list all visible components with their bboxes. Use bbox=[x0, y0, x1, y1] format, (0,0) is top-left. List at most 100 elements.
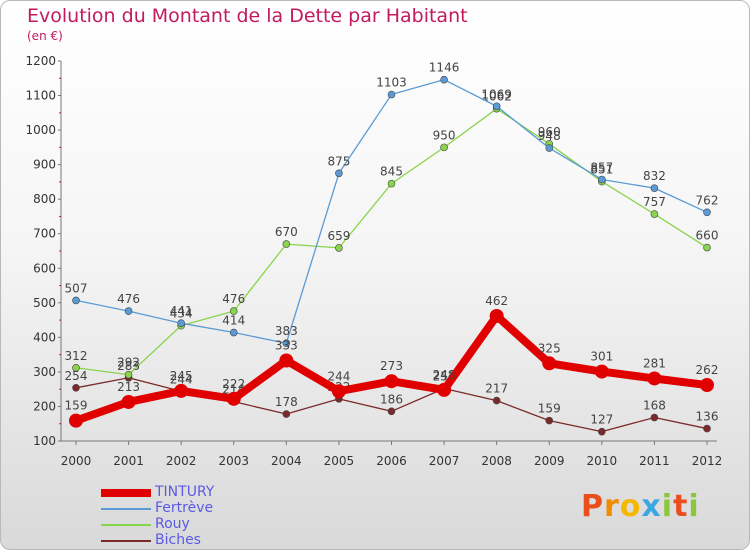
data-point bbox=[489, 308, 504, 323]
chart-subtitle: (en €) bbox=[27, 29, 63, 43]
data-point bbox=[545, 144, 554, 152]
legend: TINTURY Fertrève Rouy Biches bbox=[101, 484, 321, 549]
y-tick-label: 200 bbox=[33, 399, 56, 413]
logo-letter: t bbox=[673, 489, 689, 524]
data-point bbox=[387, 90, 396, 99]
data-label: 462 bbox=[485, 294, 508, 308]
data-label: 245 bbox=[170, 369, 193, 383]
y-tick-label: 1100 bbox=[25, 89, 56, 103]
data-label: 333 bbox=[275, 339, 298, 353]
x-tick-label: 2001 bbox=[113, 454, 144, 468]
data-point bbox=[282, 410, 291, 418]
y-tick-label: 700 bbox=[33, 227, 56, 241]
legend-label: Biches bbox=[155, 532, 201, 548]
data-point bbox=[387, 407, 396, 416]
y-tick-label: 800 bbox=[33, 192, 56, 206]
logo-letter: x bbox=[641, 489, 662, 524]
data-point bbox=[650, 413, 659, 422]
data-point bbox=[282, 240, 291, 248]
data-point bbox=[440, 143, 448, 152]
data-point bbox=[492, 102, 501, 111]
data-label: 441 bbox=[170, 304, 193, 318]
data-label: 159 bbox=[538, 402, 561, 416]
x-tick-label: 2012 bbox=[692, 454, 723, 468]
legend-item-tintury: TINTURY bbox=[101, 484, 321, 501]
legend-swatch bbox=[101, 508, 151, 510]
data-label: 1062 bbox=[481, 90, 512, 104]
data-label: 254 bbox=[65, 369, 88, 383]
data-point bbox=[387, 179, 396, 188]
data-point bbox=[703, 424, 711, 433]
y-tick-label: 100 bbox=[33, 434, 56, 448]
data-point bbox=[335, 169, 343, 178]
data-label: 948 bbox=[538, 129, 561, 143]
series-line bbox=[75, 108, 708, 376]
legend-item-rouy: Rouy bbox=[101, 516, 321, 533]
data-label: 414 bbox=[222, 314, 245, 328]
legend-item-biches: Biches bbox=[101, 532, 321, 549]
x-tick-label: 2008 bbox=[481, 454, 512, 468]
x-tick-label: 2010 bbox=[587, 454, 618, 468]
data-label: 960 bbox=[538, 125, 561, 139]
logo-letter: P bbox=[581, 489, 604, 524]
data-label: 281 bbox=[643, 356, 666, 370]
data-label: 248 bbox=[433, 368, 456, 382]
data-point bbox=[650, 184, 659, 192]
logo-letter: r bbox=[604, 489, 620, 524]
data-point bbox=[331, 384, 346, 399]
data-point bbox=[650, 210, 659, 218]
data-label: 670 bbox=[275, 225, 298, 239]
data-label: 1103 bbox=[376, 76, 407, 90]
data-point bbox=[647, 371, 662, 386]
data-point bbox=[700, 378, 714, 393]
data-point bbox=[594, 364, 609, 379]
chart-title: Evolution du Montant de la Dette par Hab… bbox=[27, 5, 468, 27]
data-point bbox=[177, 319, 185, 328]
data-label: 851 bbox=[590, 163, 613, 177]
data-point bbox=[72, 363, 80, 372]
data-point bbox=[335, 244, 343, 252]
data-point bbox=[124, 307, 133, 315]
data-point bbox=[437, 382, 452, 397]
x-tick-label: 2011 bbox=[639, 454, 670, 468]
data-label: 1146 bbox=[429, 61, 460, 75]
data-point bbox=[542, 356, 557, 371]
data-point bbox=[72, 383, 80, 392]
x-tick-label: 2006 bbox=[376, 454, 407, 468]
logo-letter: i bbox=[688, 489, 700, 524]
data-point bbox=[229, 307, 238, 315]
data-label: 857 bbox=[590, 160, 613, 174]
x-tick-label: 2004 bbox=[271, 454, 302, 468]
data-point bbox=[226, 391, 241, 406]
x-tick-label: 2002 bbox=[166, 454, 197, 468]
proxiti-logo: Proxiti bbox=[581, 489, 700, 524]
data-label: 660 bbox=[696, 229, 719, 243]
y-tick-label: 1000 bbox=[25, 123, 56, 137]
data-label: 168 bbox=[643, 399, 666, 413]
data-label: 213 bbox=[117, 380, 140, 394]
data-point bbox=[121, 394, 136, 409]
legend-label: Fertrève bbox=[155, 500, 214, 516]
x-tick-label: 2007 bbox=[429, 454, 460, 468]
data-label: 845 bbox=[380, 165, 403, 179]
data-label: 217 bbox=[485, 382, 508, 396]
data-point bbox=[229, 328, 238, 337]
x-tick-label: 2000 bbox=[61, 454, 92, 468]
data-label: 762 bbox=[696, 193, 719, 207]
logo-letter: i bbox=[661, 489, 674, 524]
data-label: 244 bbox=[170, 372, 193, 386]
data-label: 476 bbox=[117, 292, 140, 306]
data-label: 383 bbox=[275, 324, 298, 338]
x-tick-label: 2005 bbox=[324, 454, 355, 468]
x-tick-label: 2009 bbox=[534, 454, 565, 468]
data-label: 262 bbox=[696, 363, 719, 377]
legend-item-fertrève: Fertrève bbox=[101, 500, 321, 517]
data-point bbox=[492, 396, 501, 405]
data-label: 476 bbox=[222, 292, 245, 306]
legend-label: TINTURY bbox=[155, 484, 215, 500]
y-tick-label: 500 bbox=[33, 296, 56, 310]
data-point bbox=[545, 416, 554, 425]
legend-swatch bbox=[101, 540, 151, 542]
